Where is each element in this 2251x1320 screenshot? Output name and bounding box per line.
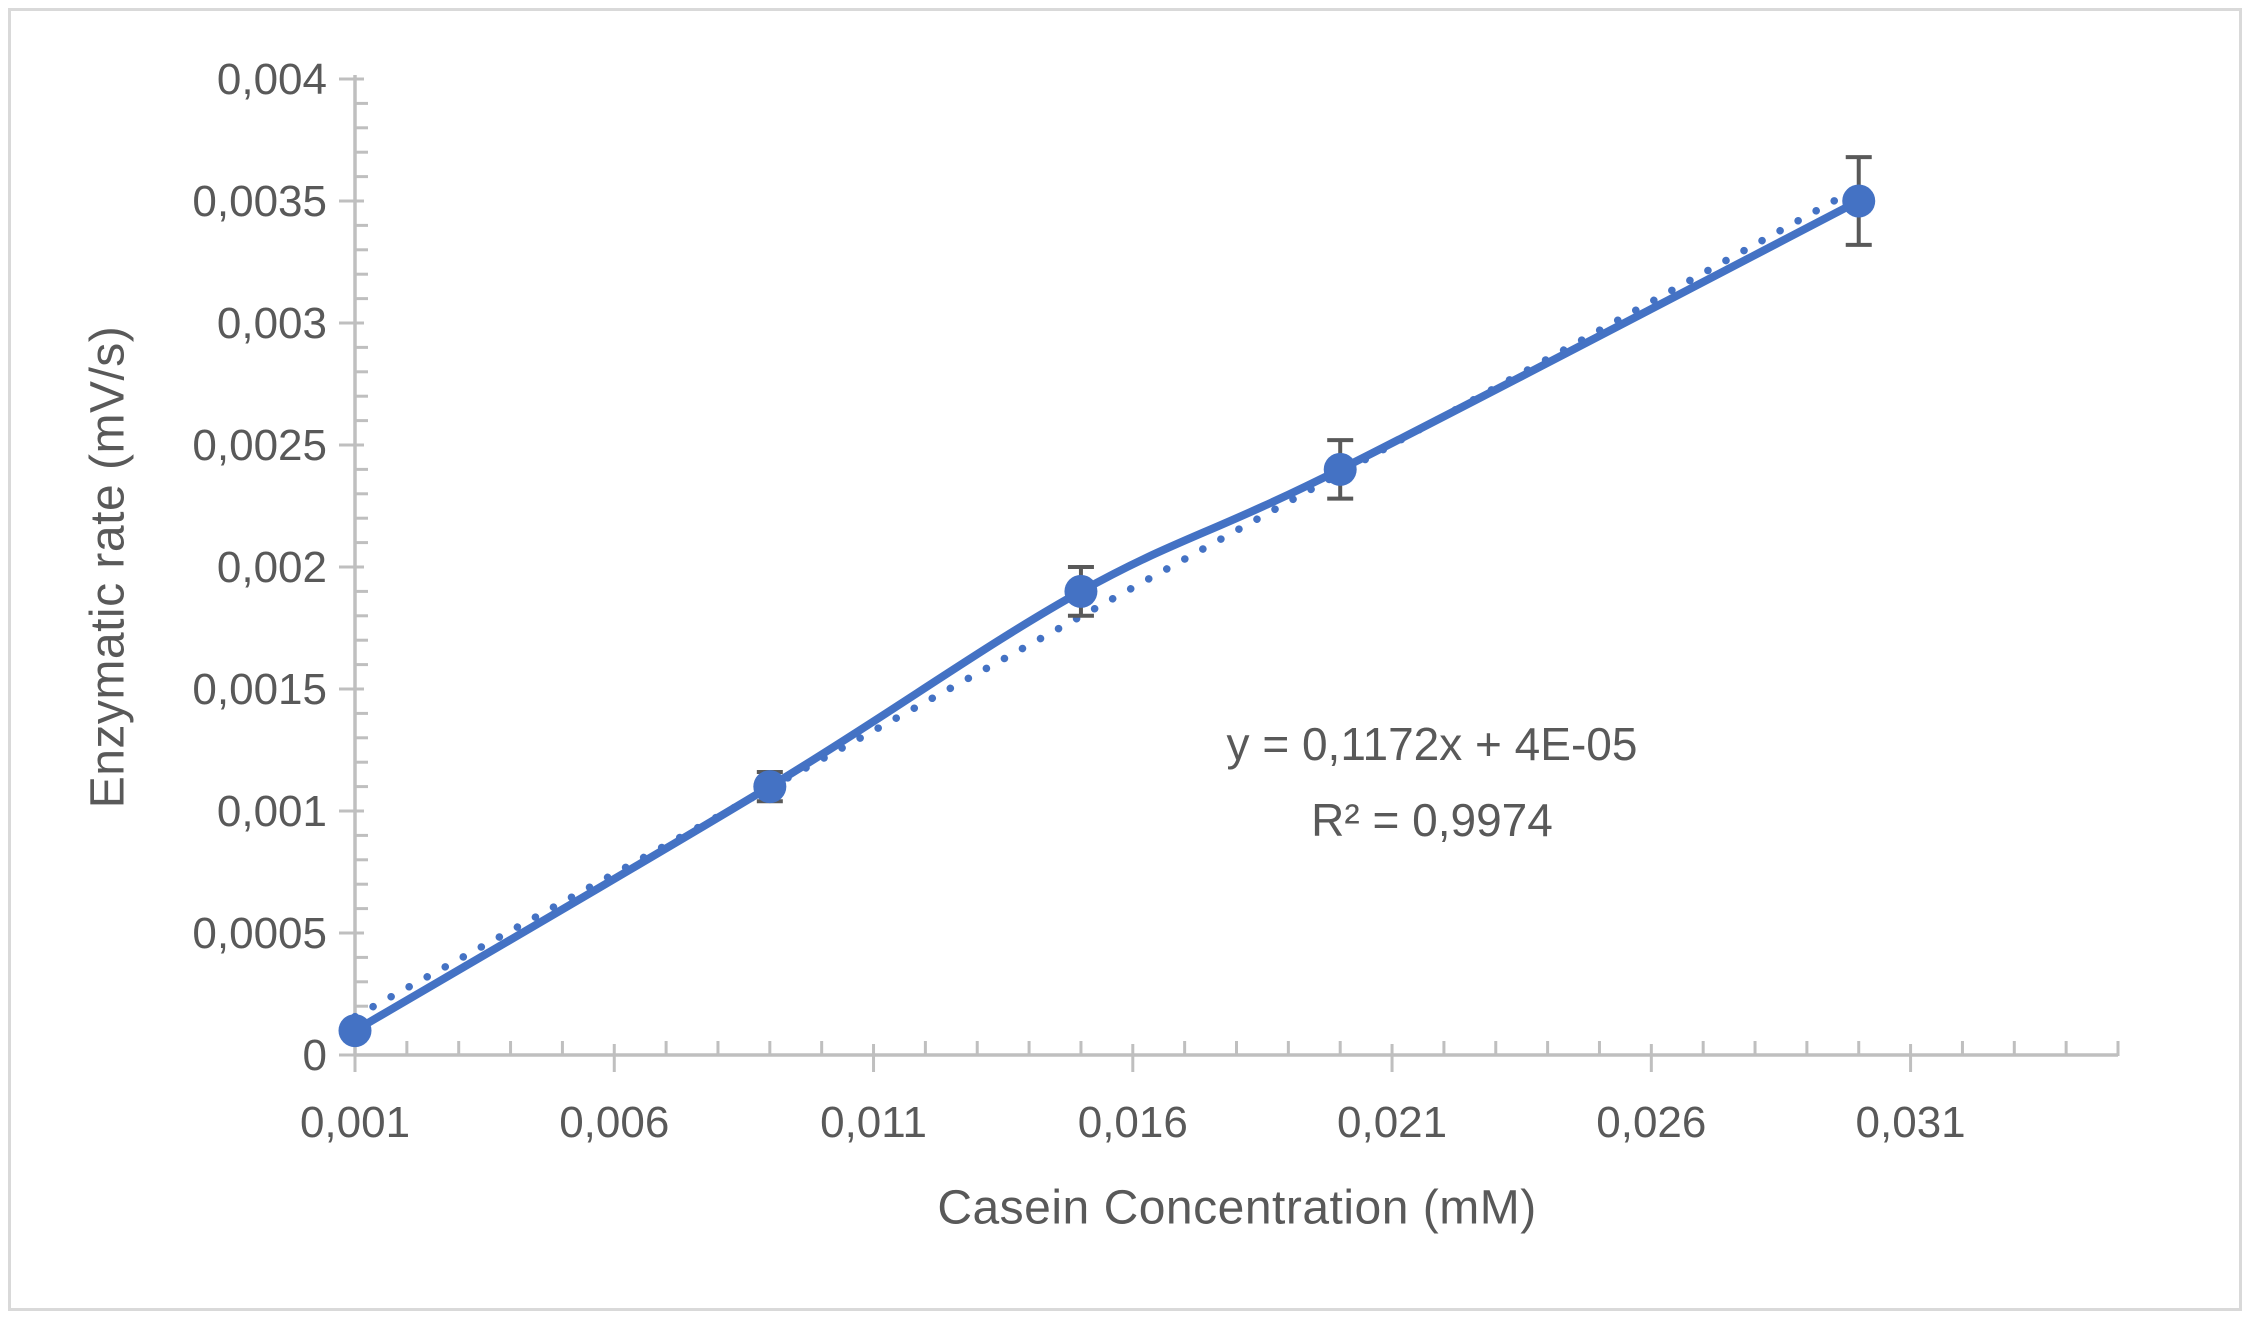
data-point-marker [1064,574,1098,608]
y-tick-label: 0,0035 [192,177,327,226]
series-line [351,197,1863,1035]
data-point-marker [1323,452,1357,486]
x-tick-label: 0,006 [559,1098,669,1147]
y-tick-label: 0 [303,1031,327,1080]
y-tick-label: 0,0015 [192,665,327,714]
x-tick-label: 0,021 [1337,1098,1447,1147]
x-tick-label: 0,011 [820,1098,927,1147]
trendline-dotted [351,183,1863,1021]
trendline-equation-line2: R² = 0,9974 [1311,794,1553,846]
data-point-marker [753,770,787,804]
x-axis-title: Casein Concentration (mM) [937,1181,1537,1235]
x-tick-label: 0,001 [300,1098,410,1147]
y-tick-label: 0,004 [217,55,327,104]
x-tick-label: 0,026 [1596,1098,1706,1147]
trendline-equation-line1: y = 0,1172x + 4E-05 [1226,718,1638,770]
y-tick-label: 0,003 [217,299,327,348]
y-tick-label: 0,002 [217,543,327,592]
data-point-marker [1842,184,1876,218]
y-tick-label: 0,0025 [192,421,327,470]
data-point-marker [338,1014,372,1048]
x-tick-label: 0,031 [1856,1098,1966,1147]
y-tick-label: 0,001 [217,787,327,836]
trendline-equation: y = 0,1172x + 4E-05 R² = 0,9974 [1227,706,1638,858]
x-tick-label: 0,016 [1078,1098,1188,1147]
y-tick-label: 0,0005 [192,909,327,958]
y-axis-title: Enzymatic rate (mV/s) [81,325,135,809]
